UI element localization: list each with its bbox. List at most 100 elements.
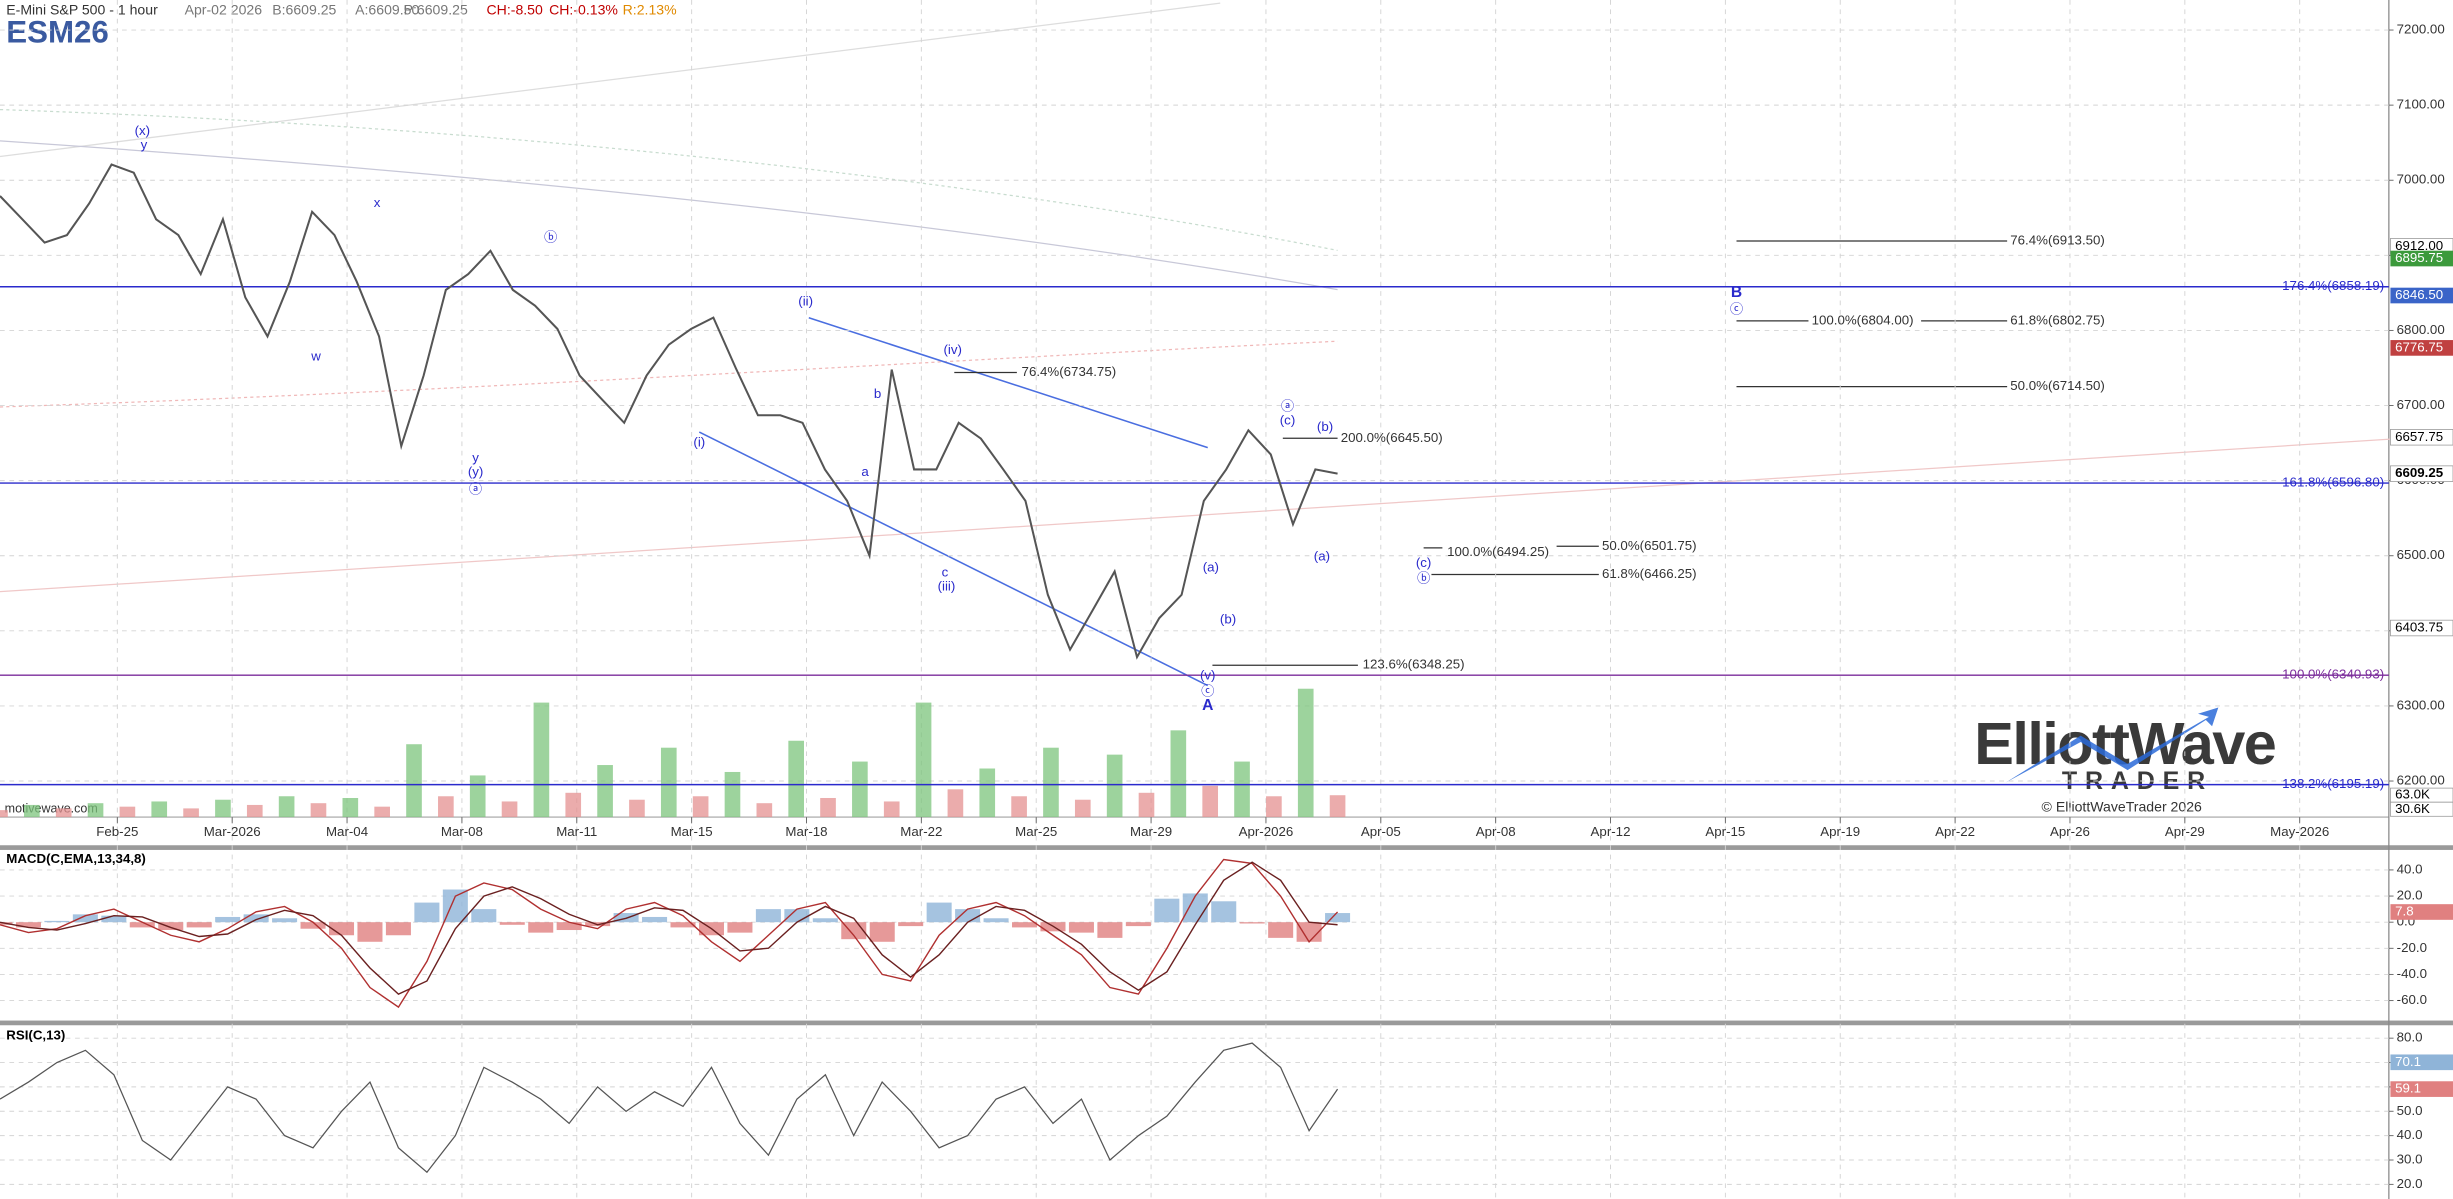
header-change-pct: CH:-0.13% (549, 2, 618, 18)
x-tick-label: Apr-2026 (1239, 824, 1294, 839)
x-tick-label: Mar-11 (556, 824, 597, 839)
volume-bar (883, 801, 900, 818)
macd-histogram-bar (357, 922, 383, 942)
fib-level-label: 176.4%(6858.19) (2282, 278, 2384, 293)
volume-bar (1074, 799, 1091, 818)
macd-histogram-bar (15, 922, 41, 928)
price-marker-label: 6776.75 (2395, 339, 2443, 354)
wave-label: (y) (468, 464, 484, 479)
x-tick-label: Apr-19 (1820, 824, 1860, 839)
x-tick-label: Apr-12 (1591, 824, 1631, 839)
y-tick-label: -40.0 (2397, 966, 2427, 981)
macd-histogram-bar (186, 922, 212, 928)
wave-label: (b) (1317, 419, 1333, 434)
macd-histogram-bar (272, 918, 298, 923)
macd-histogram-bar (727, 922, 753, 933)
panel-title: MACD(C,EMA,13,34,8) (6, 851, 146, 866)
volume-bar (1297, 688, 1314, 818)
volume-bar (24, 804, 40, 818)
y-tick-label: 30.0 (2397, 1152, 2423, 1167)
volume-bar (597, 765, 613, 818)
header-bid: B:6609.25 (272, 2, 336, 18)
volume-bar (1329, 795, 1346, 818)
volume-marker (2390, 801, 2453, 817)
panel-separator (0, 845, 2453, 850)
fib-annotation: 50.0%(6714.50) (2010, 378, 2105, 393)
fib-annotation: 61.8%(6802.75) (2010, 312, 2105, 327)
series-line (0, 163, 1338, 660)
moving-average (0, 340, 1338, 408)
header-price: P:6609.25 (404, 2, 468, 18)
channel-line (808, 317, 1208, 449)
macd-histogram-bar (158, 922, 184, 931)
price-marker (2390, 1081, 2453, 1097)
wave-label: ⓑ (544, 229, 557, 244)
wave-label: y (141, 137, 148, 152)
panel-separator (0, 1020, 2453, 1026)
macd-histogram-bar (1125, 922, 1151, 927)
wave-label: y (472, 450, 479, 465)
volume-bar (629, 799, 645, 818)
macd-histogram-bar (499, 922, 525, 925)
macd-histogram-bar (784, 909, 810, 923)
fib-annotation: 100.0%(6804.00) (1812, 312, 1914, 327)
wave-label: (x) (135, 123, 151, 138)
wave-label: (ii) (798, 294, 813, 309)
volume-bar (1202, 785, 1219, 818)
wave-label: ⓐ (1281, 398, 1294, 413)
macd-histogram-bar (1012, 922, 1038, 928)
wave-label: (v) (1200, 668, 1216, 683)
x-tick-label: Mar-15 (671, 824, 713, 839)
price-marker (2390, 429, 2453, 446)
x-tick-label: Apr-15 (1705, 824, 1745, 839)
macd-histogram-bar (471, 909, 497, 923)
volume-bar (533, 702, 550, 818)
macd-histogram-bar (642, 916, 668, 923)
fib-annotation: 76.4%(6913.50) (2010, 233, 2105, 248)
wave-label: x (374, 195, 381, 210)
macd-histogram-bar (670, 922, 696, 928)
x-tick-label: Mar-2026 (204, 824, 261, 839)
header-ask: A:6609.50 (355, 2, 419, 18)
volume-bar (438, 796, 454, 818)
y-tick-label: -20.0 (2397, 940, 2427, 955)
volume-marker-label: 30.6K (2395, 801, 2430, 816)
volume-bar (183, 808, 199, 818)
x-tick-label: Mar-04 (326, 824, 368, 839)
volume-bar (1266, 796, 1282, 818)
fib-annotation: 100.0%(6494.25) (1447, 544, 1549, 559)
x-tick-label: Apr-26 (2050, 824, 2090, 839)
volume-bar (915, 702, 932, 818)
price-marker-label: 70.1 (2395, 1054, 2421, 1069)
volume-bar (278, 796, 295, 818)
price-marker-label: 6657.75 (2395, 429, 2443, 444)
macd-histogram-bar (1325, 913, 1351, 923)
x-tick-label: Mar-22 (900, 824, 942, 839)
y-tick-label: -60.0 (2397, 992, 2427, 1007)
panel-title: RSI(C,13) (6, 1028, 65, 1043)
fib-annotation: 50.0%(6501.75) (1602, 538, 1697, 553)
copyright: © ElliottWaveTrader 2026 (2042, 798, 2202, 814)
price-marker-label: 6912.00 (2395, 238, 2443, 253)
macd-histogram-bar (72, 914, 98, 923)
price-marker-label: 7.8 (2395, 904, 2413, 919)
y-tick-label: 6500.00 (2397, 547, 2445, 562)
volume-bar (310, 803, 327, 818)
volume-bar (1106, 754, 1123, 818)
macd-histogram-bar (983, 918, 1009, 923)
x-tick-label: Apr-05 (1361, 824, 1401, 839)
wave-label: ⓐ (469, 481, 482, 496)
macd-histogram-bar (812, 918, 838, 923)
y-tick-label: 7000.00 (2397, 172, 2445, 187)
price-marker (2390, 250, 2453, 267)
wave-label: ⓒ (1201, 683, 1214, 698)
macd-histogram-bar (328, 922, 355, 936)
y-tick-label: 20.0 (2397, 888, 2423, 903)
macd-histogram-bar (1154, 898, 1180, 923)
wave-label: (c) (1416, 555, 1432, 570)
price-marker (2390, 904, 2453, 920)
price-marker-label: 6846.50 (2395, 287, 2443, 302)
volume-bar (215, 799, 231, 818)
macd-histogram-bar (1097, 922, 1123, 938)
volume-bar (756, 803, 773, 818)
